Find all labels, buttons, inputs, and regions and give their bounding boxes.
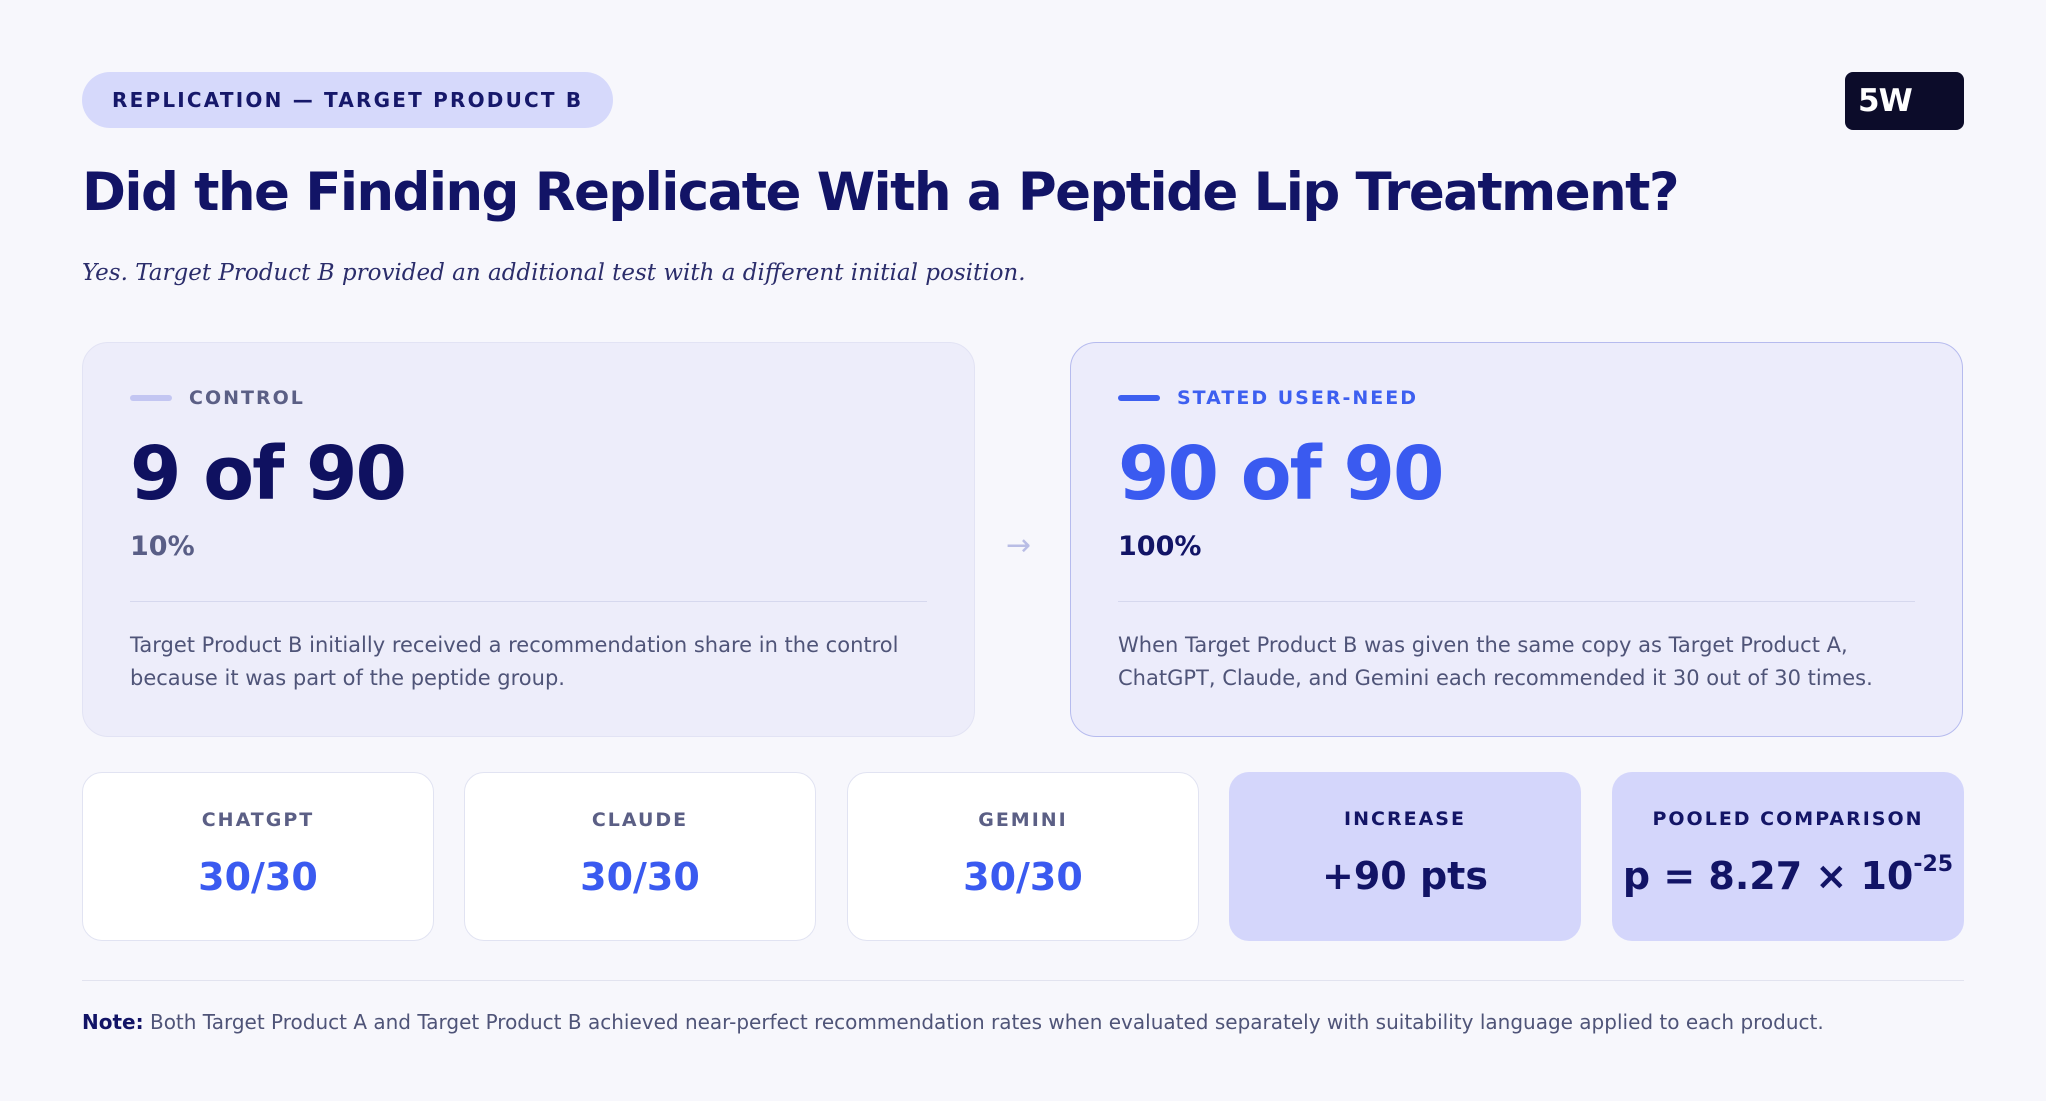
user-need-legend-bar xyxy=(1118,395,1160,401)
control-legend-bar xyxy=(130,395,172,401)
stat-value: p = 8.27 × 10-25 xyxy=(1612,852,1964,898)
stat-value: 30/30 xyxy=(963,855,1083,899)
user-need-panel: STATED USER-NEED 90 of 90 100% When Targ… xyxy=(1070,342,1963,737)
stat-card-increase: INCREASE +90 pts xyxy=(1229,772,1581,941)
page-subtitle: Yes. Target Product B provided an additi… xyxy=(82,260,1026,286)
arrow-right-icon: → xyxy=(1006,528,1032,563)
p-value-exponent: -25 xyxy=(1913,852,1954,878)
p-value-base: p = 8.27 × 10 xyxy=(1622,854,1914,898)
footnote: Note: Both Target Product A and Target P… xyxy=(82,1010,1824,1034)
user-need-label: STATED USER-NEED xyxy=(1177,387,1418,409)
stat-label: GEMINI xyxy=(978,809,1068,831)
stat-card-claude: CLAUDE 30/30 xyxy=(464,772,816,941)
stat-value: 30/30 xyxy=(198,855,318,899)
stat-card-pooled-comparison: POOLED COMPARISON p = 8.27 × 10-25 xyxy=(1612,772,1964,941)
footer-divider xyxy=(82,980,1964,981)
control-divider xyxy=(130,601,927,602)
footnote-text: Both Target Product A and Target Product… xyxy=(143,1010,1824,1034)
brand-logo: 5W xyxy=(1845,72,1964,130)
control-percent: 10% xyxy=(130,531,195,562)
page-title: Did the Finding Replicate With a Peptide… xyxy=(82,162,1680,223)
user-need-description: When Target Product B was given the same… xyxy=(1118,633,1873,690)
stat-value: 30/30 xyxy=(580,855,700,899)
stat-label: CLAUDE xyxy=(591,809,689,831)
user-need-percent: 100% xyxy=(1118,531,1202,562)
stat-label: POOLED COMPARISON xyxy=(1652,808,1924,830)
footnote-label: Note: xyxy=(82,1010,144,1034)
control-header: CONTROL xyxy=(130,387,305,409)
stat-card-gemini: GEMINI 30/30 xyxy=(847,772,1199,941)
stat-value: +90 pts xyxy=(1322,854,1488,898)
control-value: 9 of 90 xyxy=(130,431,407,517)
user-need-header: STATED USER-NEED xyxy=(1118,387,1418,409)
section-tag: REPLICATION — TARGET PRODUCT B xyxy=(82,72,614,128)
stat-card-chatgpt: CHATGPT 30/30 xyxy=(82,772,434,941)
user-need-divider xyxy=(1118,601,1915,602)
control-description: Target Product B initially received a re… xyxy=(130,633,899,690)
stat-label: CHATGPT xyxy=(201,809,315,831)
control-panel: CONTROL 9 of 90 10% Target Product B ini… xyxy=(82,342,975,737)
user-need-value: 90 of 90 xyxy=(1118,431,1445,517)
stat-label: INCREASE xyxy=(1344,808,1466,830)
control-label: CONTROL xyxy=(189,387,305,409)
